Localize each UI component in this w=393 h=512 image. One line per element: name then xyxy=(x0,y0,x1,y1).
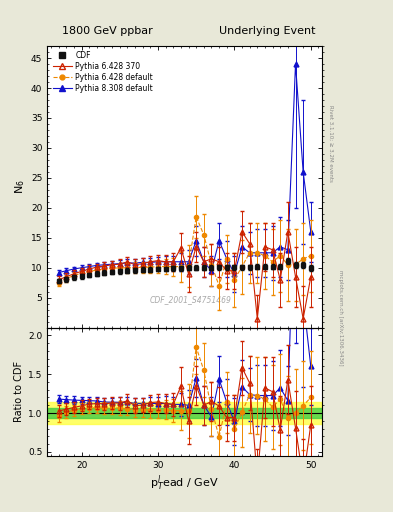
Text: mcplots.cern.ch [arXiv:1306.3436]: mcplots.cern.ch [arXiv:1306.3436] xyxy=(338,270,343,365)
Text: Underlying Event: Underlying Event xyxy=(219,26,316,36)
Bar xyxy=(47,402,322,424)
Text: CDF_2001_S4751469: CDF_2001_S4751469 xyxy=(149,295,231,304)
Text: 1800 GeV ppbar: 1800 GeV ppbar xyxy=(62,26,153,36)
Y-axis label: N$_6$: N$_6$ xyxy=(13,180,27,194)
Bar xyxy=(47,408,322,418)
X-axis label: p$_T^l$ead / GeV: p$_T^l$ead / GeV xyxy=(151,474,219,493)
Text: Rivet 3.1.10; ≥ 3.2M events: Rivet 3.1.10; ≥ 3.2M events xyxy=(328,105,333,182)
Y-axis label: Ratio to CDF: Ratio to CDF xyxy=(14,361,24,422)
Legend: CDF, Pythia 6.428 370, Pythia 6.428 default, Pythia 8.308 default: CDF, Pythia 6.428 370, Pythia 6.428 defa… xyxy=(51,50,155,95)
